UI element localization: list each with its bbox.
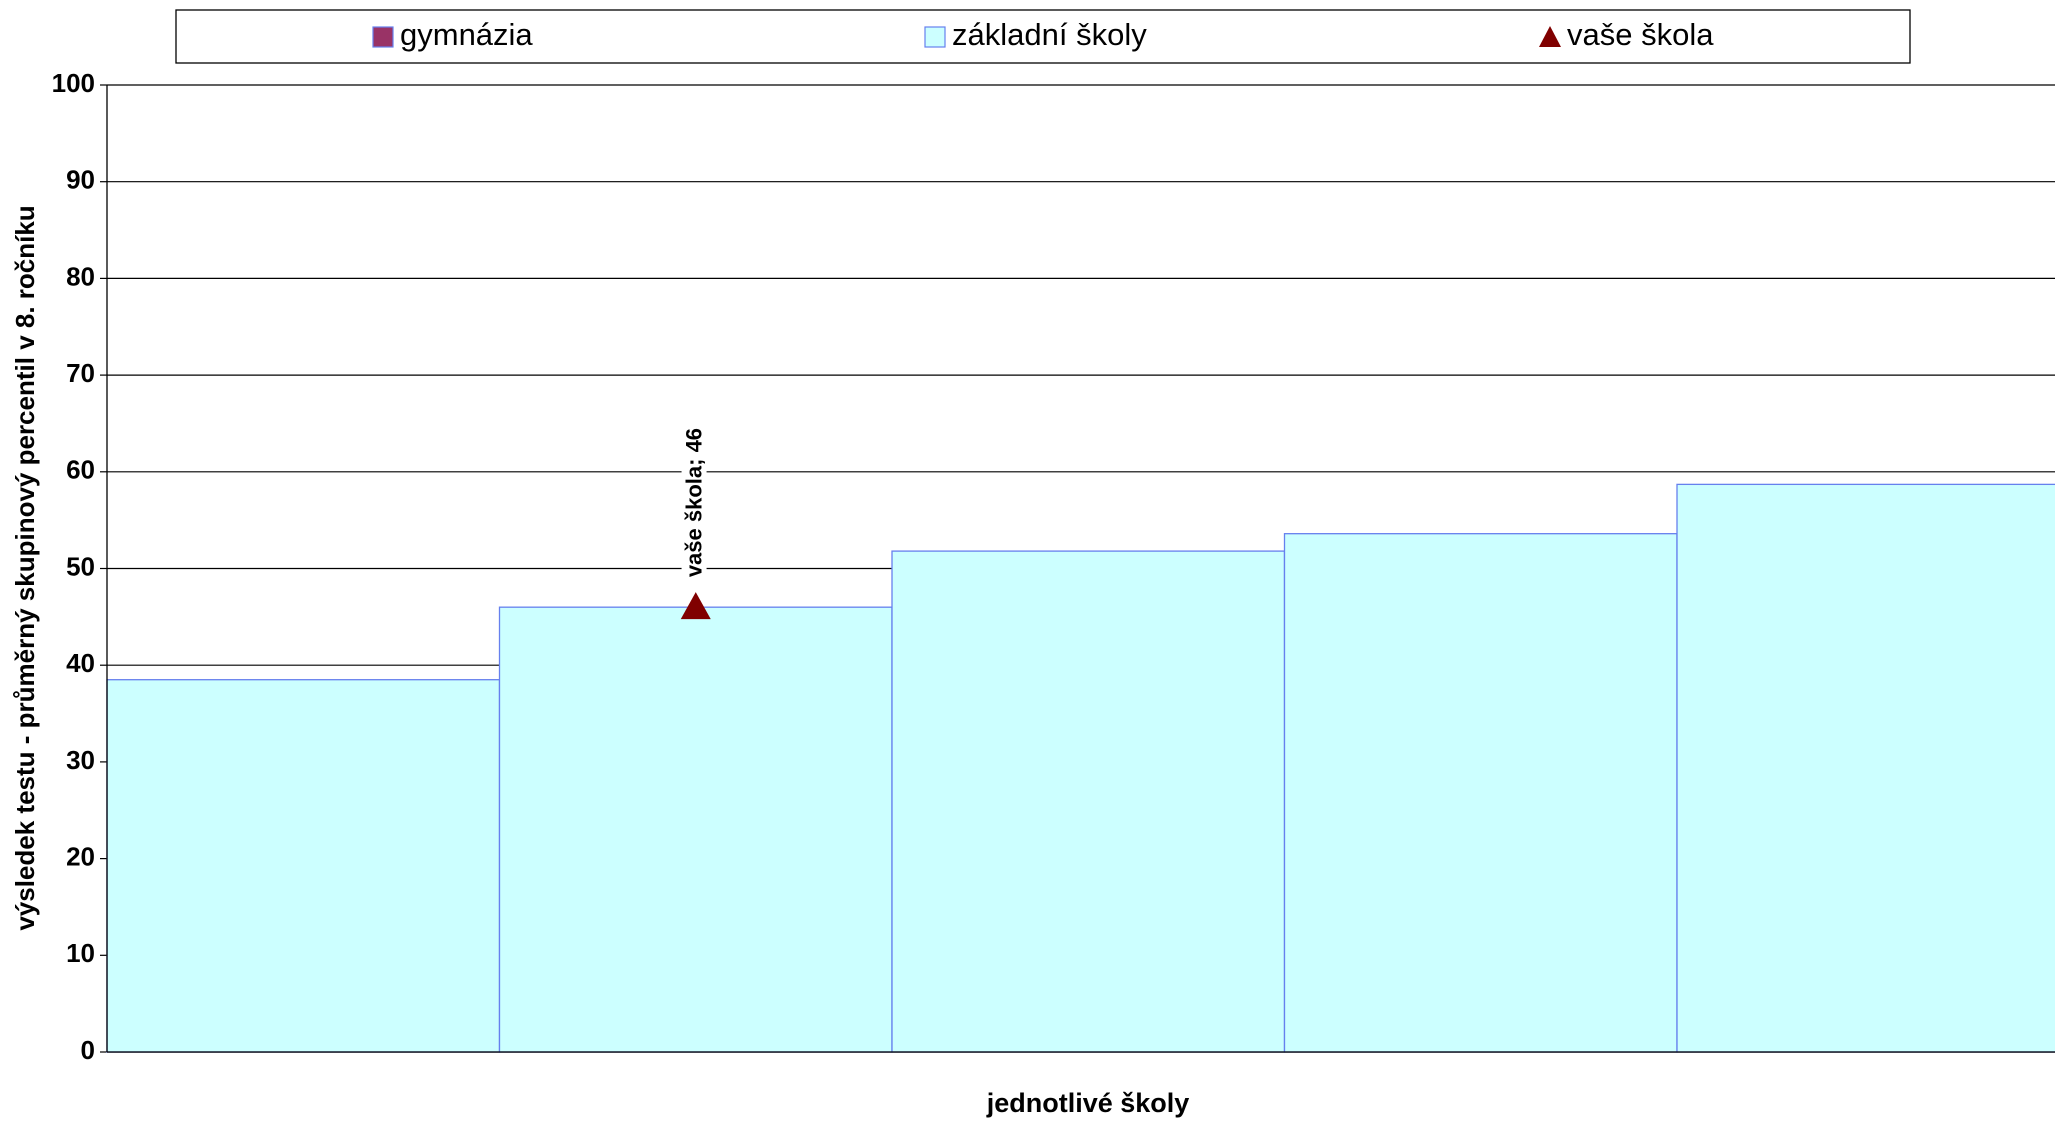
bar bbox=[891, 550, 1286, 1053]
legend-label: gymnázia bbox=[400, 17, 533, 52]
legend-marker bbox=[1539, 26, 1561, 47]
data-label-bg bbox=[681, 421, 707, 584]
data-label: vaše škola; 46 bbox=[682, 428, 707, 577]
legend-box bbox=[175, 9, 1911, 64]
x-axis-title: jednotlivé školy bbox=[986, 1088, 1190, 1118]
y-tick-label: 20 bbox=[66, 841, 95, 871]
y-tick-label: 10 bbox=[66, 938, 95, 968]
bar bbox=[106, 679, 501, 1053]
y-tick-label: 30 bbox=[66, 745, 95, 775]
legend-label: základní školy bbox=[952, 17, 1147, 52]
y-tick-label: 50 bbox=[66, 551, 95, 581]
y-tick-label: 60 bbox=[66, 455, 95, 485]
y-tick-label: 80 bbox=[66, 261, 95, 291]
legend-label: vaše škola bbox=[1567, 17, 1714, 52]
bar bbox=[1283, 533, 1678, 1053]
marker bbox=[680, 592, 711, 620]
y-tick-label: 90 bbox=[66, 165, 95, 195]
y-tick-label: 70 bbox=[66, 358, 95, 388]
legend-swatch bbox=[372, 26, 394, 48]
y-tick-label: 40 bbox=[66, 648, 95, 678]
bar bbox=[498, 606, 893, 1053]
y-tick-label: 100 bbox=[52, 68, 95, 98]
bar bbox=[1676, 483, 2055, 1053]
y-axis-title: výsledek testu - průměrný skupinový perc… bbox=[10, 205, 40, 930]
legend-swatch bbox=[924, 26, 946, 48]
y-tick-label: 0 bbox=[81, 1035, 95, 1065]
